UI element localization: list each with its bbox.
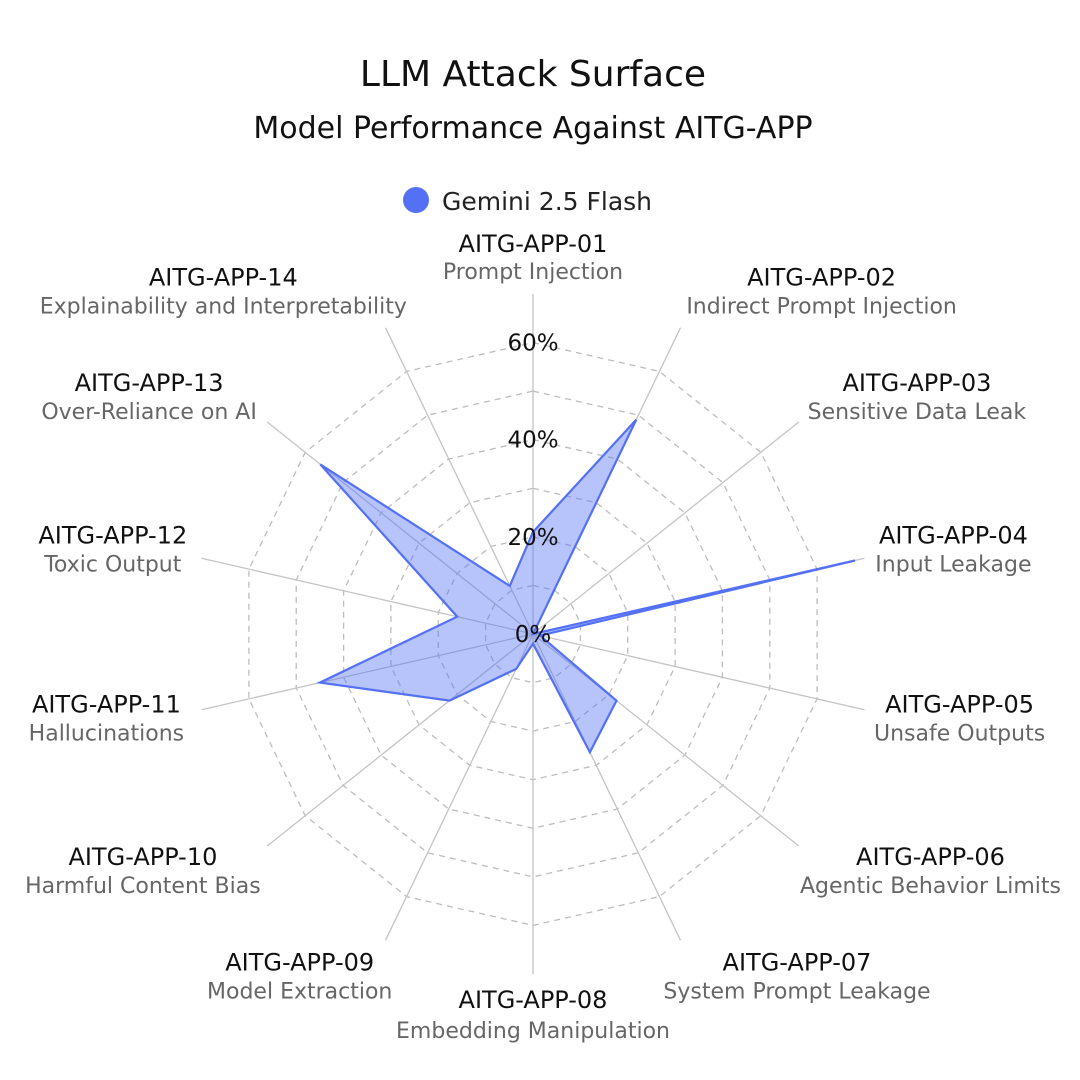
axis-spoke [532,633,800,847]
category-code: AITG-APP-04 [879,521,1028,549]
category-name: System Prompt Leakage [663,979,930,1004]
tick-label: 40% [507,428,558,454]
category-name: Input Leakage [875,552,1031,577]
category-label: AITG-APP-09 Model Extraction [207,948,392,1004]
category-name: Model Extraction [207,979,392,1004]
category-name: Prompt Injection [443,260,623,285]
axis-spoke [384,327,534,635]
category-code: AITG-APP-09 [225,948,374,976]
tick-label: 60% [507,331,558,357]
chart-subtitle: Model Performance Against AITG-APP [253,111,812,146]
radial-ticks: 0% 20% 40% 60% [507,331,558,648]
category-name: Sensitive Data Leak [808,400,1027,425]
category-name: Indirect Prompt Injection [686,295,957,320]
axis-spoke [266,633,534,847]
axis-spoke [532,633,865,711]
category-name: Agentic Behavior Limits [800,874,1061,899]
category-label: AITG-APP-06 Agentic Behavior Limits [800,843,1061,899]
category-label: AITG-APP-12 Toxic Output [38,521,187,577]
category-name: Embedding Manipulation [396,1019,670,1044]
category-code: AITG-APP-03 [842,369,991,397]
category-label: AITG-APP-10 Harmful Content Bias [25,843,261,899]
category-code: AITG-APP-13 [75,369,224,397]
chart-title: LLM Attack Surface [360,54,706,95]
category-code: AITG-APP-12 [38,521,187,549]
tick-label: 20% [507,525,558,551]
category-code: AITG-APP-06 [856,843,1005,871]
category-name: Harmful Content Bias [25,874,261,899]
category-name: Over-Reliance on AI [41,400,257,425]
category-code: AITG-APP-01 [459,230,608,258]
category-label: AITG-APP-13 Over-Reliance on AI [41,369,257,425]
category-code: AITG-APP-07 [723,948,872,976]
axis-spoke [532,421,800,635]
axis-spoke [384,633,534,941]
category-name: Unsafe Outputs [874,722,1045,747]
axis-spoke [266,421,534,635]
category-code: AITG-APP-10 [68,843,217,871]
series-area [316,418,856,755]
category-label: AITG-APP-14 Explainability and Interpreta… [40,264,407,320]
category-label: AITG-APP-08 Embedding Manipulation [396,986,670,1044]
category-label: AITG-APP-02 Indirect Prompt Injection [686,264,957,320]
radar-grid [201,294,865,974]
axis-spoke [532,633,682,941]
category-label: AITG-APP-11 Hallucinations [29,691,184,747]
tick-label: 0% [515,622,552,648]
category-code: AITG-APP-05 [885,691,1034,719]
category-name: Explainability and Interpretability [40,295,407,320]
legend-label: Gemini 2.5 Flash [442,187,652,216]
category-code: AITG-APP-02 [747,264,896,292]
category-label: AITG-APP-03 Sensitive Data Leak [808,369,1027,425]
axis-spoke [201,557,534,635]
category-code: AITG-APP-14 [149,264,298,292]
category-label: AITG-APP-05 Unsafe Outputs [874,691,1045,747]
category-name: Hallucinations [29,722,184,747]
category-label: AITG-APP-07 System Prompt Leakage [663,948,930,1004]
legend: Gemini 2.5 Flash [403,187,652,216]
category-label: AITG-APP-04 Input Leakage [875,521,1031,577]
series-layer [316,418,856,755]
axis-spoke [201,633,534,711]
legend-marker [403,187,429,213]
category-code: AITG-APP-08 [459,986,608,1014]
category-name: Toxic Output [43,552,181,577]
category-code: AITG-APP-11 [32,691,181,719]
